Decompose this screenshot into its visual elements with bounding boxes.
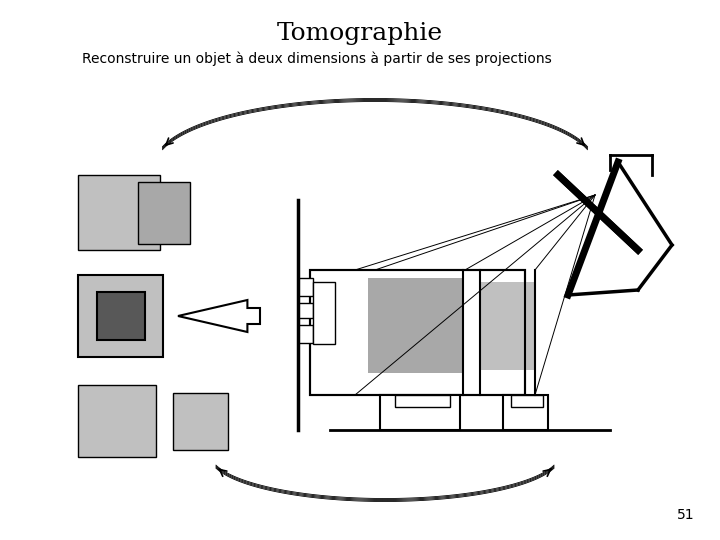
Bar [395, 395, 450, 407]
Bar [503, 395, 548, 430]
Bar [313, 282, 335, 344]
Bar [480, 282, 535, 370]
Bar [138, 182, 190, 244]
Text: Reconstruire un objet à deux dimensions à partir de ses projections: Reconstruire un objet à deux dimensions … [82, 52, 552, 66]
Bar [310, 270, 525, 395]
Bar [298, 278, 313, 296]
Bar [173, 393, 228, 450]
Bar [78, 175, 160, 250]
Bar [97, 292, 145, 340]
Polygon shape [178, 300, 260, 332]
Bar [511, 395, 543, 407]
Bar [380, 395, 460, 430]
Bar [310, 270, 525, 395]
Bar [298, 325, 313, 343]
Bar [78, 385, 156, 457]
Bar [298, 303, 313, 318]
Text: 51: 51 [678, 508, 695, 522]
Bar [368, 278, 463, 373]
Bar [78, 275, 163, 357]
Text: Tomographie: Tomographie [277, 22, 443, 45]
